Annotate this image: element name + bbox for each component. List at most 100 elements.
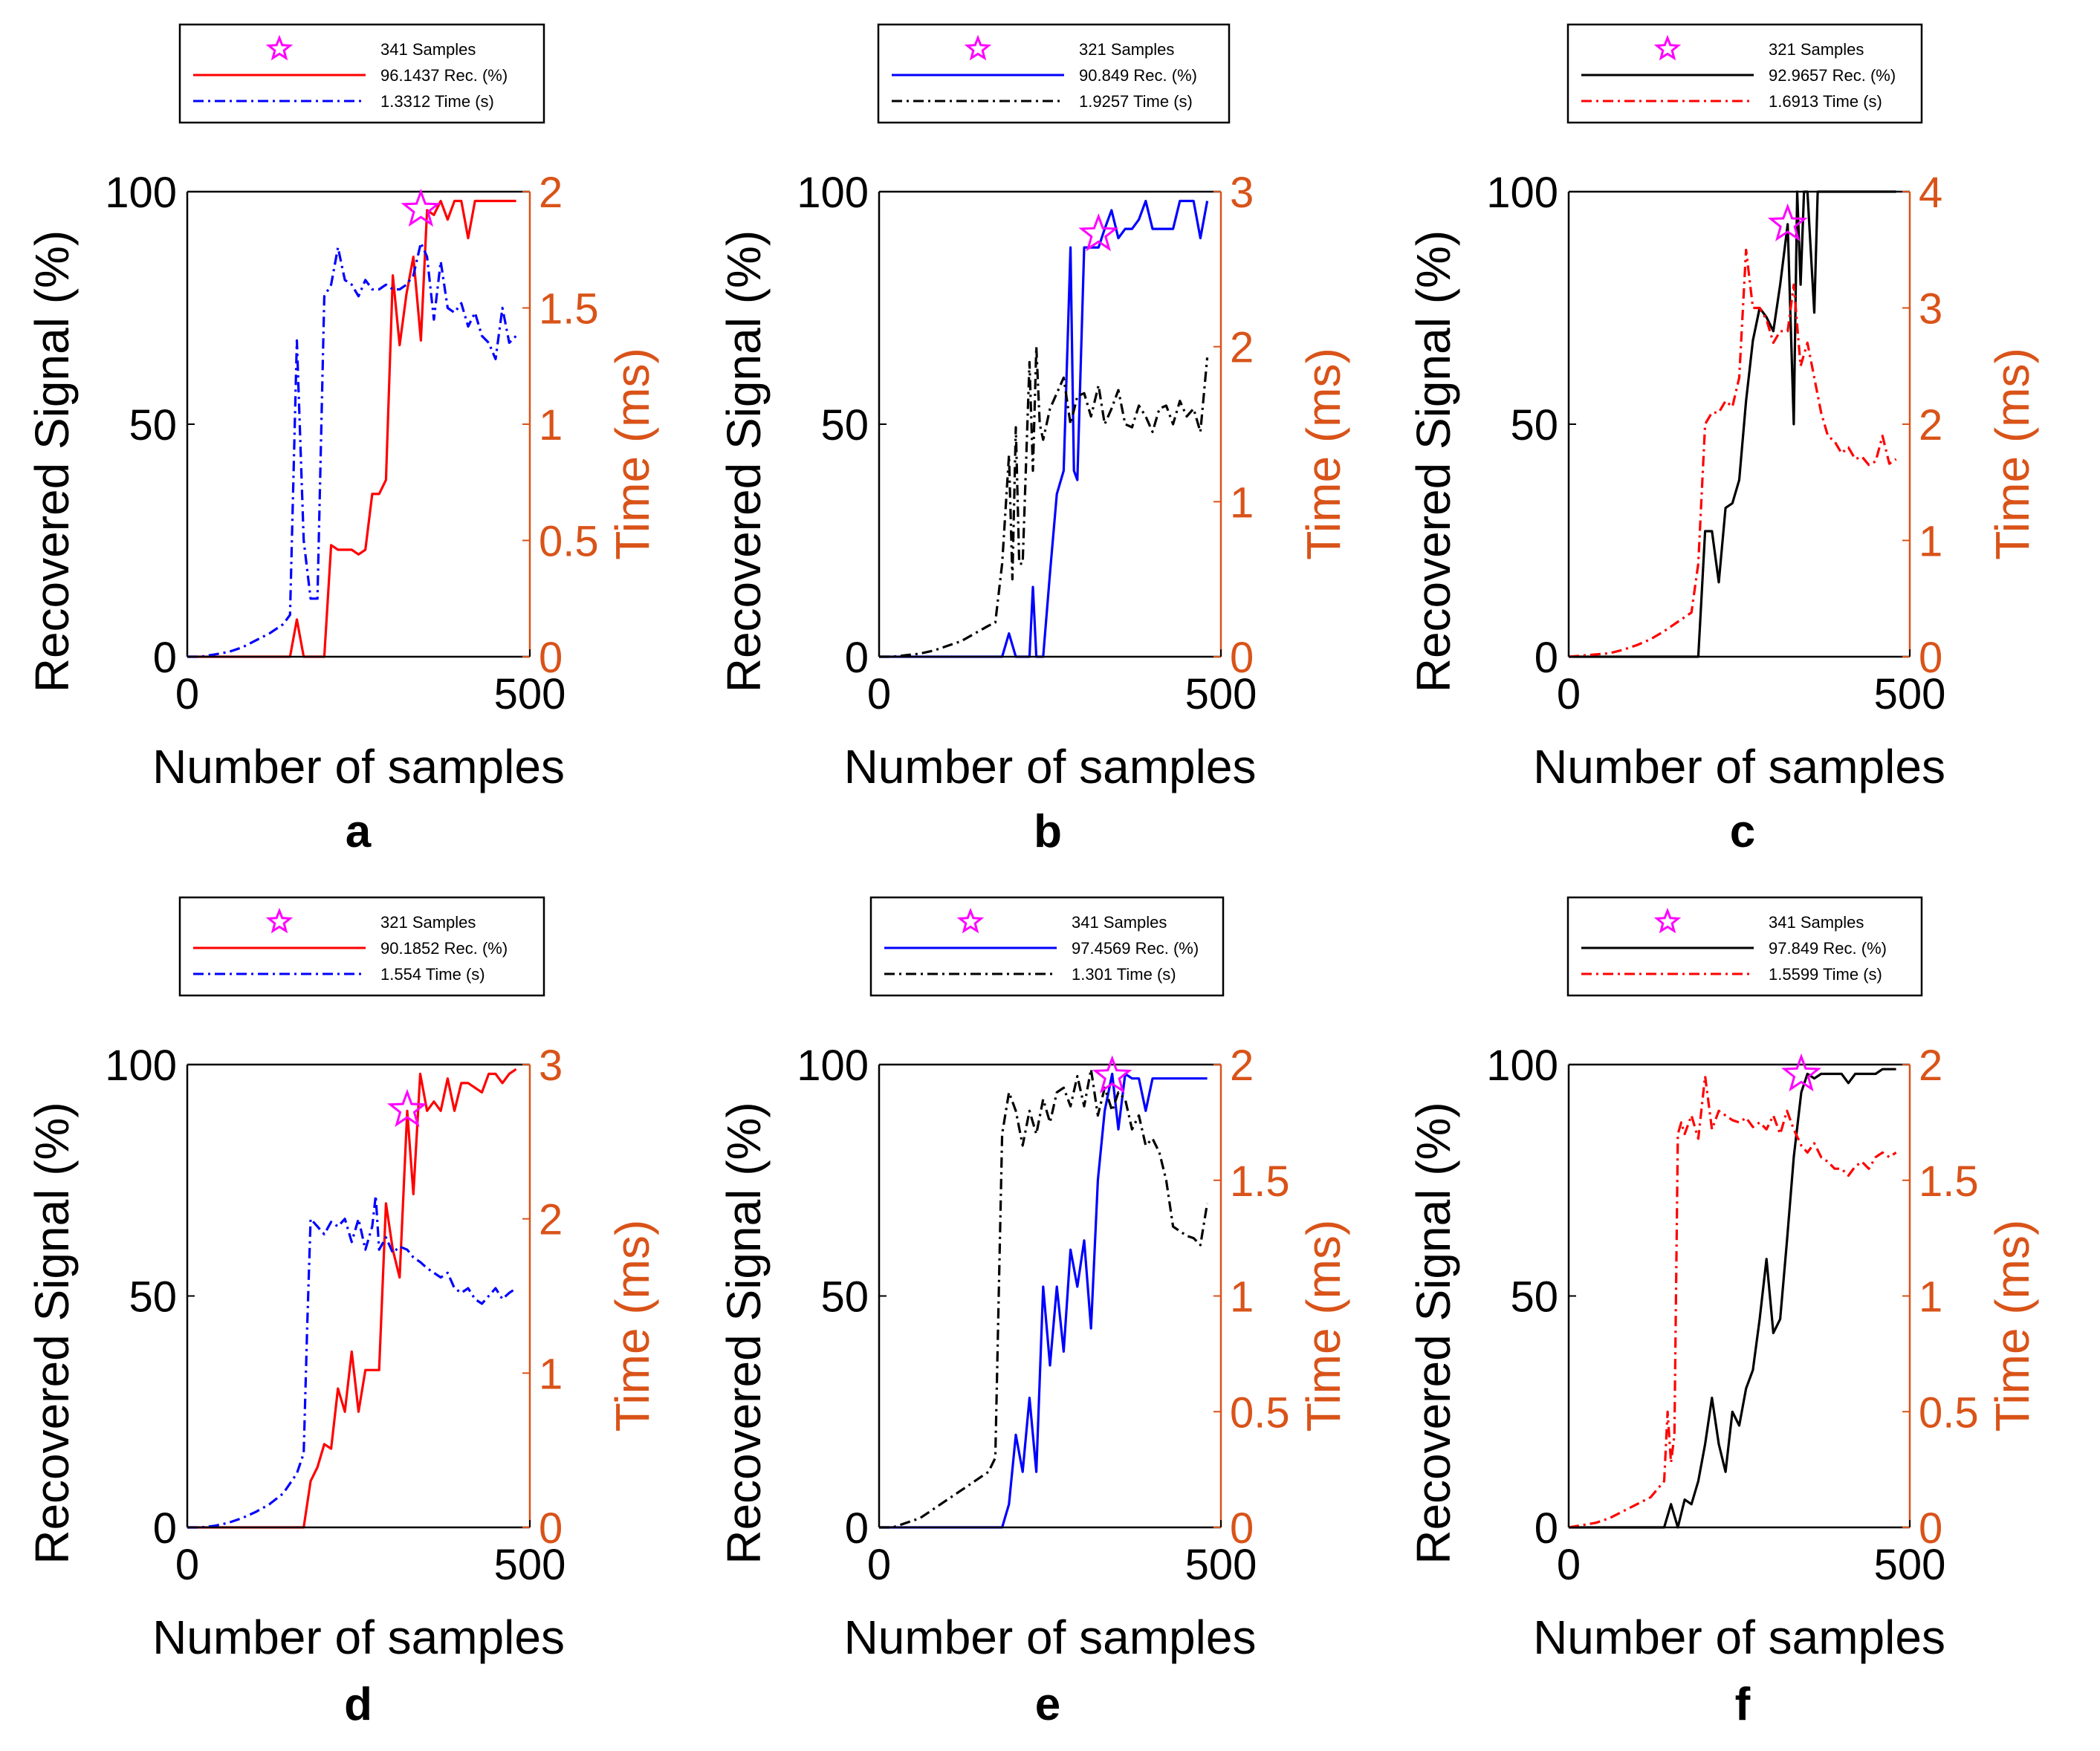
y-tick-label: 50 xyxy=(129,401,177,449)
x-tick-label: 500 xyxy=(1874,670,1946,718)
x-tick-label: 500 xyxy=(1874,1541,1946,1589)
y2-tick-label: 0 xyxy=(1230,1504,1254,1553)
y2-axis-label: Time (ms) xyxy=(606,348,659,560)
legend-time-label: 1.6913 Time (s) xyxy=(1769,92,1882,111)
star-marker xyxy=(401,188,441,227)
legend-star-icon xyxy=(964,34,992,61)
x-tick-label: 0 xyxy=(867,670,891,718)
y-tick-label: 50 xyxy=(1510,1273,1558,1322)
y2-axis-label: Time (ms) xyxy=(606,1220,659,1432)
legend-box xyxy=(178,896,545,997)
y2-tick-label: 0.5 xyxy=(1230,1388,1290,1437)
legend-star-icon xyxy=(1653,907,1682,934)
y2-tick-label: 1 xyxy=(1919,1273,1942,1322)
legend: 321 Samples 90.849 Rec. (%) 1.9257 Time (s… xyxy=(877,23,1231,124)
legend-rec-label: 90.1852 Rec. (%) xyxy=(380,939,508,958)
legend-star-icon xyxy=(956,907,985,934)
x-tick-label: 0 xyxy=(175,670,199,718)
y-tick-label: 100 xyxy=(1486,169,1558,217)
y2-tick-label: 3 xyxy=(1230,169,1254,217)
y2-tick-label: 2 xyxy=(539,1196,563,1244)
x-axis-label: Number of samples xyxy=(1533,1611,1945,1664)
y2-tick-label: 2 xyxy=(539,169,563,217)
star-marker xyxy=(1767,203,1808,241)
y-tick-label: 50 xyxy=(1510,401,1558,449)
y2-axis-label: Time (ms) xyxy=(1297,348,1350,560)
y2-tick-label: 1.5 xyxy=(539,285,599,334)
x-tick-label: 0 xyxy=(867,1541,891,1589)
legend-rec-label: 90.849 Rec. (%) xyxy=(1079,66,1197,85)
legend: 341 Samples 97.4569 Rec. (%) 1.301 Time (s… xyxy=(869,896,1225,997)
x-tick-label: 0 xyxy=(175,1541,199,1589)
star-marker xyxy=(1781,1053,1822,1092)
y-tick-label: 0 xyxy=(845,1504,869,1553)
x-tick-label: 500 xyxy=(1185,1541,1257,1589)
legend: 321 Samples 90.1852 Rec. (%) 1.554 Time (s… xyxy=(178,896,545,997)
x-tick-label: 0 xyxy=(1557,670,1581,718)
y2-tick-label: 2 xyxy=(1919,401,1942,449)
legend-star-icon xyxy=(1653,34,1682,61)
y2-tick-label: 1 xyxy=(539,1350,563,1398)
y-tick-label: 100 xyxy=(797,169,869,217)
legend-rec-label: 97.849 Rec. (%) xyxy=(1769,939,1887,958)
series-line-time xyxy=(187,1194,517,1529)
star-marker xyxy=(386,1088,427,1128)
star-marker xyxy=(1092,1055,1132,1094)
legend-marker-label: 341 Samples xyxy=(1072,913,1167,932)
y-tick-label: 0 xyxy=(845,634,869,682)
x-tick-label: 500 xyxy=(494,1541,566,1589)
y-tick-label: 100 xyxy=(797,1042,869,1090)
legend-time-label: 1.5599 Time (s) xyxy=(1769,965,1882,984)
x-axis-label: Number of samples xyxy=(844,740,1257,793)
legend-star-icon xyxy=(265,907,294,934)
y2-tick-label: 1 xyxy=(1919,518,1942,566)
series-line-time xyxy=(1568,248,1897,658)
x-axis-label: Number of samples xyxy=(1533,740,1945,793)
y2-tick-label: 1 xyxy=(1230,478,1254,527)
y-tick-label: 100 xyxy=(105,1042,177,1090)
legend-rec-label: 97.4569 Rec. (%) xyxy=(1072,939,1199,958)
legend-marker-label: 321 Samples xyxy=(1079,40,1174,59)
y-axis-label: Recovered Signal (%) xyxy=(717,230,771,693)
y2-tick-label: 1 xyxy=(1230,1273,1254,1322)
legend-time-label: 1.9257 Time (s) xyxy=(1079,92,1193,111)
y2-tick-label: 2 xyxy=(1230,1042,1254,1090)
y-tick-label: 0 xyxy=(1535,1504,1558,1553)
legend-rec-label: 96.1437 Rec. (%) xyxy=(380,66,508,85)
legend-marker-label: 321 Samples xyxy=(380,913,476,932)
y-tick-label: 50 xyxy=(820,1273,869,1322)
legend-marker-label: 341 Samples xyxy=(380,40,476,59)
y2-tick-label: 2 xyxy=(1230,324,1254,372)
legend-time-label: 1.554 Time (s) xyxy=(380,965,485,984)
x-axis-label: Number of samples xyxy=(152,1611,565,1664)
legend: 341 Samples 96.1437 Rec. (%) 1.3312 Time (… xyxy=(178,23,545,124)
y-tick-label: 50 xyxy=(820,401,869,449)
legend-box xyxy=(1566,23,1923,124)
x-tick-label: 500 xyxy=(494,670,566,718)
x-tick-label: 0 xyxy=(1557,1541,1581,1589)
legend-box xyxy=(877,23,1231,124)
y-tick-label: 0 xyxy=(1535,634,1558,682)
y2-tick-label: 0 xyxy=(539,634,563,682)
y2-tick-label: 0.5 xyxy=(1919,1388,1979,1437)
y2-tick-label: 1.5 xyxy=(1230,1157,1290,1206)
panel-label: f xyxy=(1735,1679,1751,1730)
legend-star-icon xyxy=(265,34,294,61)
legend-box xyxy=(869,896,1225,997)
legend-marker-label: 321 Samples xyxy=(1769,40,1864,59)
y-tick-label: 100 xyxy=(105,169,177,217)
y-tick-label: 0 xyxy=(153,1504,177,1553)
panel-label: d xyxy=(344,1679,372,1730)
y-axis-label: Recovered Signal (%) xyxy=(717,1102,771,1565)
y2-tick-label: 1 xyxy=(539,401,563,449)
y2-tick-label: 0 xyxy=(1919,1504,1942,1553)
y2-tick-label: 3 xyxy=(1919,285,1942,334)
y2-axis-label: Time (ms) xyxy=(1297,1220,1350,1432)
legend-box xyxy=(1566,896,1923,997)
panel-label: a xyxy=(346,806,372,857)
panel-label: b xyxy=(1034,806,1062,857)
